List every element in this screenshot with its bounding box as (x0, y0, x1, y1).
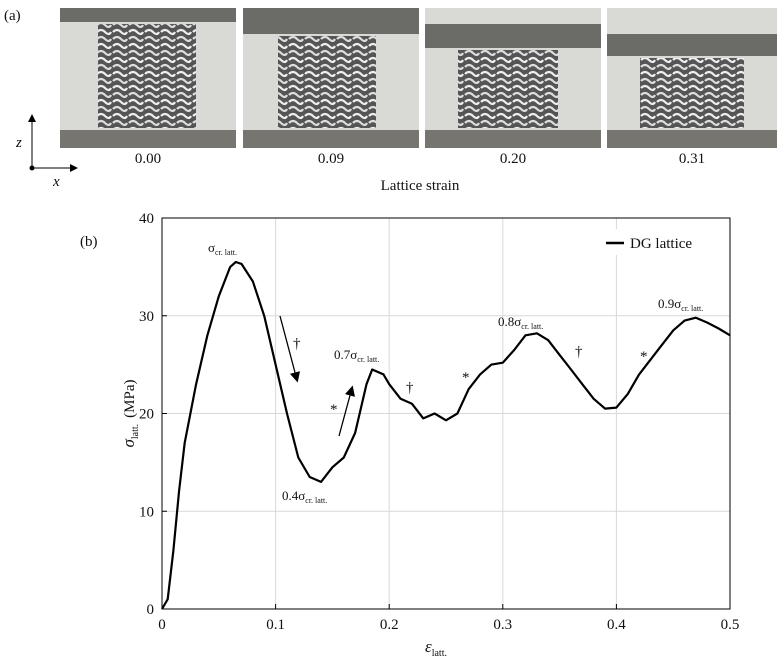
annotation-sub: cr. latt. (305, 496, 327, 505)
annotation: 0.4σcr. latt. (282, 488, 327, 505)
x-tick-label: 0 (158, 617, 166, 633)
annotation-text: 0.9σ (658, 296, 681, 311)
y-tick-label: 30 (139, 309, 154, 325)
strain-title: Lattice strain (381, 178, 460, 194)
marker-symbol: * (640, 349, 648, 365)
annotation-sub: cr. latt. (357, 355, 379, 364)
subscript: latt. (130, 424, 141, 439)
annotation: 0.8σcr. latt. (498, 314, 543, 331)
marker-symbol: † (406, 380, 414, 396)
marker-symbol: † (575, 344, 583, 360)
y-tick-label: 0 (147, 602, 155, 618)
x-tick-label: 0.1 (266, 617, 285, 633)
axis-x: x (52, 174, 60, 190)
marker-symbol: * (462, 370, 470, 386)
y-tick-label: 20 (139, 407, 154, 423)
annotation-text: σ (208, 240, 215, 255)
annotation-text: 0.4σ (282, 488, 305, 503)
strain-label: 0.09 (318, 151, 344, 167)
panel-label: (a) (4, 8, 21, 24)
marker-symbol: * (330, 402, 338, 418)
symbol: σ (119, 439, 138, 448)
y-axis-label: σlatt. (MPa) (119, 379, 141, 447)
axes-icon (28, 114, 78, 172)
x-tick-label: 0.2 (380, 617, 399, 633)
marker-symbol: † (293, 336, 301, 352)
annotation: σcr. latt. (208, 240, 237, 257)
strain-label: 0.00 (135, 151, 161, 167)
annotation-sub: cr. latt. (681, 304, 703, 313)
x-tick-label: 0.3 (493, 617, 512, 633)
y-tick-label: 40 (139, 211, 154, 227)
symbol: ε (425, 637, 432, 656)
annotation-text: 0.8σ (498, 314, 521, 329)
x-tick-label: 0.4 (607, 617, 626, 633)
y-tick-label: 10 (139, 504, 154, 520)
photo (607, 8, 777, 148)
plot-frame (161, 217, 731, 610)
strain-label: 0.20 (500, 151, 526, 167)
photo (243, 8, 419, 148)
series-line (161, 260, 731, 610)
strain-label: 0.31 (679, 151, 705, 167)
x-tick-label: 0.5 (721, 617, 740, 633)
annotation-sub: cr. latt. (521, 322, 543, 331)
arrow (338, 385, 355, 437)
x-axis-label: εlatt. (425, 637, 447, 659)
arrow (279, 315, 301, 383)
legend-label: DG lattice (630, 236, 692, 252)
unit: (MPa) (122, 379, 138, 417)
annotation-text: 0.7σ (334, 347, 357, 362)
photo (425, 8, 601, 148)
photo (60, 8, 236, 148)
axis-z: z (15, 135, 22, 151)
photos (60, 8, 777, 148)
annotation: 0.9σcr. latt. (658, 296, 703, 313)
annotation: 0.7σcr. latt. (334, 347, 379, 364)
panel-label: (b) (80, 234, 98, 250)
annotation-sub: cr. latt. (215, 248, 237, 257)
subscript: latt. (432, 648, 447, 659)
